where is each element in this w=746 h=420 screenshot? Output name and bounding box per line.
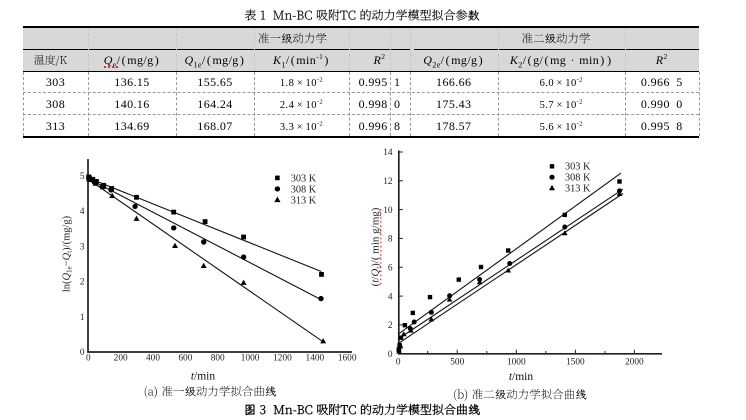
svg-text:10: 10 xyxy=(383,206,393,216)
svg-text:4: 4 xyxy=(80,207,85,217)
svg-text:2: 2 xyxy=(80,278,85,288)
svg-text:500: 500 xyxy=(450,357,464,367)
svg-text:303 K: 303 K xyxy=(565,162,591,173)
svg-text:5: 5 xyxy=(80,172,85,182)
svg-text:12: 12 xyxy=(383,177,393,187)
svg-text:(t/Qt)/( min g/mg): (t/Qt)/( min g/mg) xyxy=(370,207,383,286)
svg-text:t/min: t/min xyxy=(509,371,534,383)
svg-text:1200: 1200 xyxy=(273,354,292,364)
svg-text:0: 0 xyxy=(396,357,401,367)
svg-text:1600: 1600 xyxy=(338,354,357,364)
svg-text:2: 2 xyxy=(388,321,393,331)
svg-text:400: 400 xyxy=(146,354,160,364)
svg-text:308 K: 308 K xyxy=(565,173,591,184)
svg-text:1000: 1000 xyxy=(241,354,260,364)
svg-text:0: 0 xyxy=(80,348,85,358)
svg-text:ln(Q1e−Qt)/(mg/g): ln(Q1e−Qt)/(mg/g) xyxy=(62,215,74,292)
svg-text:t/min: t/min xyxy=(191,370,216,382)
svg-text:3: 3 xyxy=(80,242,85,252)
svg-text:0: 0 xyxy=(388,350,393,360)
svg-text:8: 8 xyxy=(388,235,393,245)
svg-text:14: 14 xyxy=(383,148,393,158)
svg-text:200: 200 xyxy=(114,354,128,364)
svg-text:1000: 1000 xyxy=(507,357,526,367)
svg-text:308 K: 308 K xyxy=(291,184,317,195)
svg-text:313 K: 313 K xyxy=(291,195,317,206)
svg-text:1: 1 xyxy=(80,313,85,323)
svg-text:600: 600 xyxy=(178,354,192,364)
svg-text:2000: 2000 xyxy=(625,357,644,367)
svg-text:6: 6 xyxy=(388,263,393,273)
svg-text:4: 4 xyxy=(388,292,393,302)
svg-text:1500: 1500 xyxy=(566,357,585,367)
svg-text:1400: 1400 xyxy=(306,354,325,364)
svg-text:303 K: 303 K xyxy=(291,173,317,184)
svg-text:313 K: 313 K xyxy=(565,184,591,195)
svg-text:0: 0 xyxy=(86,354,91,364)
svg-text:800: 800 xyxy=(211,354,225,364)
